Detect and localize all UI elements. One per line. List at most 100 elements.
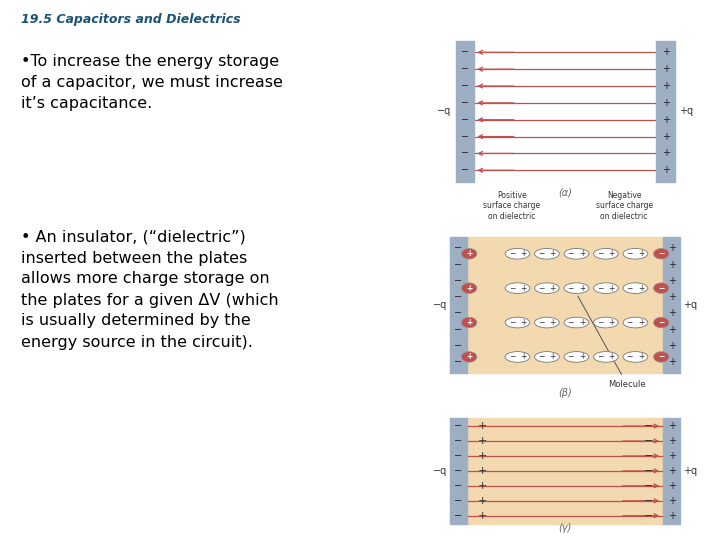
Text: • An insulator, (“dielectric”)
inserted between the plates
allows more charge st: • An insulator, (“dielectric”) inserted … <box>22 230 279 349</box>
Text: −: − <box>567 284 574 293</box>
Text: −: − <box>454 308 462 319</box>
Text: −: − <box>658 284 665 293</box>
Ellipse shape <box>462 352 477 362</box>
Bar <box>664 417 680 524</box>
Ellipse shape <box>505 248 530 259</box>
Text: −: − <box>454 466 462 476</box>
Text: −: − <box>454 292 462 302</box>
Ellipse shape <box>593 352 618 362</box>
Ellipse shape <box>654 283 669 293</box>
Text: +: + <box>477 466 487 476</box>
Text: +: + <box>520 249 526 258</box>
Text: +: + <box>668 481 676 491</box>
Text: −: − <box>538 318 544 327</box>
Text: −: − <box>508 249 515 258</box>
Text: −: − <box>461 132 469 141</box>
Text: +: + <box>668 421 676 431</box>
Text: +: + <box>638 284 644 293</box>
Text: −: − <box>567 353 574 361</box>
Text: +q: +q <box>683 466 697 476</box>
Text: −: − <box>461 48 469 57</box>
Text: +: + <box>638 353 644 361</box>
Text: −q: −q <box>433 466 447 476</box>
Ellipse shape <box>654 248 669 259</box>
Text: −: − <box>644 466 653 476</box>
Text: +: + <box>668 308 676 319</box>
Text: +: + <box>466 249 472 258</box>
Bar <box>467 238 664 373</box>
Text: −: − <box>454 481 462 491</box>
Text: −: − <box>454 436 462 446</box>
Text: +: + <box>638 249 644 258</box>
Text: −: − <box>454 421 462 431</box>
Text: +: + <box>579 284 585 293</box>
Bar <box>450 417 467 524</box>
Text: −: − <box>461 114 469 125</box>
Text: −: − <box>538 353 544 361</box>
Text: −: − <box>597 353 603 361</box>
Ellipse shape <box>462 317 477 328</box>
Text: −: − <box>454 357 462 367</box>
Text: +: + <box>608 318 615 327</box>
Text: −: − <box>454 276 462 286</box>
Text: +: + <box>477 511 487 521</box>
Text: −: − <box>538 284 544 293</box>
Text: +: + <box>668 325 676 335</box>
Ellipse shape <box>593 248 618 259</box>
Bar <box>450 238 467 373</box>
Text: −: − <box>644 511 653 521</box>
Ellipse shape <box>564 283 589 293</box>
Ellipse shape <box>534 352 559 362</box>
Text: +: + <box>477 496 487 506</box>
Text: +: + <box>477 421 487 431</box>
Text: +: + <box>662 114 670 125</box>
Text: +: + <box>662 132 670 141</box>
Text: −: − <box>644 436 653 446</box>
Text: +: + <box>549 318 556 327</box>
Text: −: − <box>461 64 469 74</box>
Text: −q: −q <box>437 106 451 116</box>
Bar <box>467 417 664 524</box>
Ellipse shape <box>593 283 618 293</box>
Text: +: + <box>477 436 487 446</box>
Ellipse shape <box>534 283 559 293</box>
Text: +: + <box>608 353 615 361</box>
Text: −: − <box>538 249 544 258</box>
Text: 19.5 Capacitors and Dielectrics: 19.5 Capacitors and Dielectrics <box>22 14 241 26</box>
Text: +: + <box>662 98 670 108</box>
Ellipse shape <box>623 283 648 293</box>
Ellipse shape <box>505 283 530 293</box>
Text: +: + <box>608 284 615 293</box>
Ellipse shape <box>564 317 589 328</box>
Ellipse shape <box>654 352 669 362</box>
Text: −: − <box>567 318 574 327</box>
Text: +: + <box>579 318 585 327</box>
Text: −: − <box>644 451 653 461</box>
Bar <box>657 41 675 181</box>
Text: −: − <box>644 496 653 506</box>
Text: −: − <box>658 353 665 361</box>
Text: −: − <box>454 325 462 335</box>
Text: +: + <box>668 466 676 476</box>
Ellipse shape <box>623 317 648 328</box>
Ellipse shape <box>623 352 648 362</box>
Ellipse shape <box>462 248 477 259</box>
Text: −: − <box>454 260 462 269</box>
Text: +: + <box>520 318 526 327</box>
Text: +: + <box>520 284 526 293</box>
Text: −: − <box>508 284 515 293</box>
Ellipse shape <box>593 317 618 328</box>
Text: −: − <box>461 165 469 176</box>
Text: +: + <box>662 165 670 176</box>
Text: +: + <box>477 481 487 491</box>
Text: −: − <box>658 249 665 258</box>
Text: −q: −q <box>433 300 447 310</box>
Text: +: + <box>520 353 526 361</box>
Ellipse shape <box>623 248 648 259</box>
Text: +: + <box>662 81 670 91</box>
Text: −: − <box>567 249 574 258</box>
Text: +: + <box>477 451 487 461</box>
Text: Molecule: Molecule <box>577 296 646 389</box>
Text: +: + <box>668 292 676 302</box>
Ellipse shape <box>534 317 559 328</box>
